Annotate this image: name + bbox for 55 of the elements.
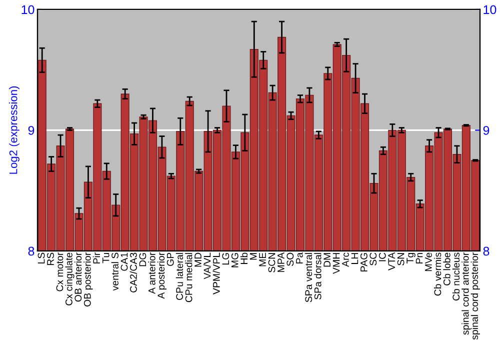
- x-tick-label: Tg: [406, 252, 416, 264]
- y2-tick-label: 10: [484, 5, 496, 14]
- x-tick-label: GP: [166, 252, 174, 266]
- x-tick-label: Cx motor: [56, 252, 64, 292]
- x-tick-label: DG: [139, 253, 146, 266]
- x-tick-label: OB posterior: [84, 252, 93, 306]
- x-tick-label: ME: [259, 252, 266, 266]
- x-tick-label: A anterior: [148, 252, 156, 294]
- x-tick-label: VPM/VPL: [212, 252, 220, 294]
- x-tick-label: Cx cingulate: [65, 252, 74, 306]
- x-tick-label: M: [250, 253, 257, 260]
- x-tick-label: CA2/CA3: [130, 252, 137, 292]
- x-tick-label: SPa ventral: [304, 252, 312, 302]
- x-tick-label: spinal cord anterior: [462, 252, 471, 335]
- x-tick-label: MG: [231, 253, 238, 268]
- x-tick-label: PAG: [360, 253, 368, 272]
- y-axis-title: Log2 (expression): [9, 86, 20, 174]
- x-tick-label: LH: [351, 253, 358, 264]
- x-tick-label: Pir: [92, 252, 100, 264]
- y-tick-label: 9: [28, 126, 34, 135]
- x-tick-label: CPu medial: [185, 252, 192, 302]
- x-tick-label: Cb nucleus: [452, 252, 460, 300]
- x-tick-label: Hb: [240, 252, 248, 264]
- y2-tick-label: 8: [483, 246, 490, 256]
- x-tick-label: IC: [378, 252, 386, 262]
- x-tick-label: LG: [222, 253, 230, 265]
- x-tick-label: MPA: [278, 252, 284, 272]
- y2-tick-label: 9: [483, 126, 490, 135]
- x-tick-label: OB anterior: [74, 252, 82, 302]
- x-tick-label: VTA: [388, 252, 395, 270]
- x-tick-label: SCN: [268, 253, 276, 272]
- x-tick-label: ventral S: [111, 252, 118, 291]
- x-tick-label: A posterior: [157, 252, 166, 299]
- x-tick-label: LS: [38, 252, 45, 264]
- x-tick-label: MD: [194, 252, 202, 267]
- x-tick-label: SO: [286, 252, 294, 266]
- x-tick-label: Pa: [296, 252, 303, 264]
- x-tick-label: Cb lobe: [443, 252, 450, 286]
- x-tick-label: Arc: [342, 252, 349, 267]
- x-tick-label: CA1: [120, 252, 128, 271]
- x-tick-label: SN: [397, 253, 404, 266]
- x-tick-label: SC: [370, 252, 377, 266]
- x-tick-label: CPu lateral: [176, 252, 183, 300]
- x-tick-label: RS: [47, 252, 54, 266]
- y-tick-label: 8: [28, 246, 34, 256]
- x-tick-label: spinal cord posterior: [470, 252, 480, 340]
- x-tick-label: Tu: [102, 252, 110, 264]
- y-tick-label: 10: [22, 5, 34, 14]
- x-tick-label: Pn: [416, 252, 423, 264]
- x-tick-label: Cb vermis: [434, 252, 442, 296]
- x-tick-label: VA/VL: [204, 252, 211, 280]
- x-tick-label: SPa dorsal: [314, 252, 322, 300]
- x-tick-label: VMH: [332, 253, 340, 274]
- x-tick-label: DM: [324, 253, 330, 267]
- x-tick-label: MVe: [425, 252, 432, 271]
